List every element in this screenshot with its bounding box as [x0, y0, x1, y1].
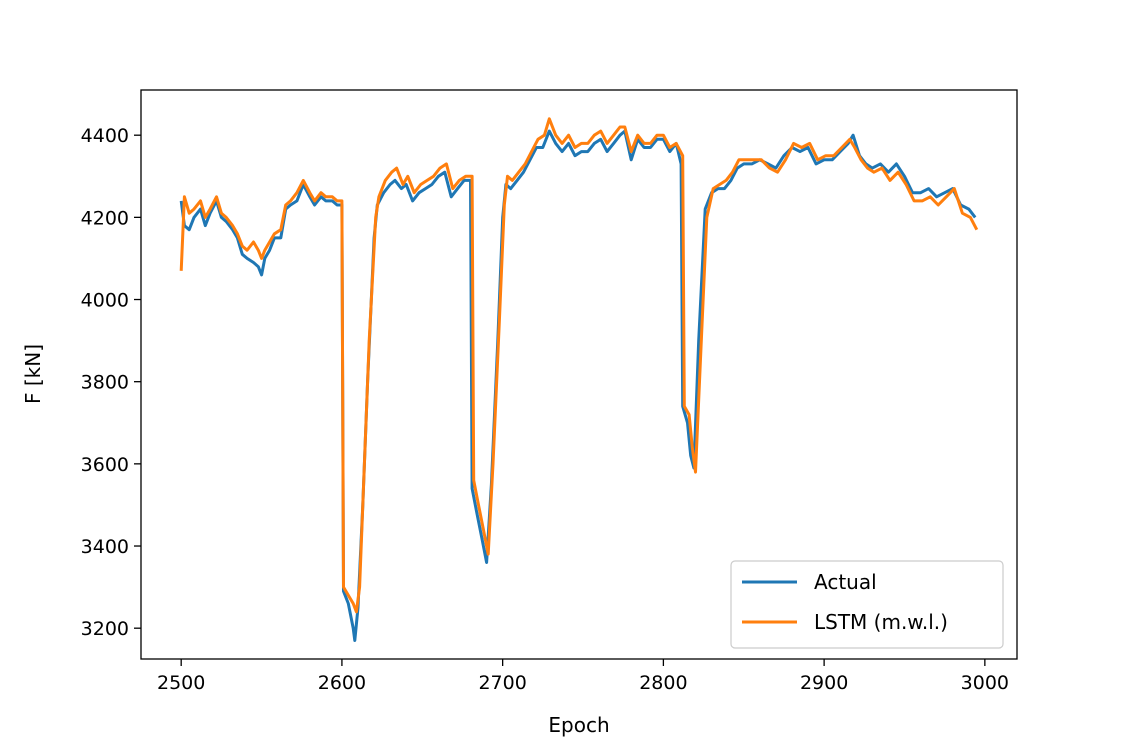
legend-label-lstm: LSTM (m.w.l.)	[814, 610, 948, 634]
y-axis-title: F [kN]	[21, 344, 45, 404]
x-tick-label: 2800	[639, 672, 687, 694]
y-tick-label: 3800	[81, 372, 129, 394]
y-tick-label: 3600	[81, 454, 129, 476]
legend: Actual LSTM (m.w.l.)	[730, 560, 1004, 649]
x-tick-label: 2500	[157, 672, 205, 694]
y-tick-label: 3200	[81, 618, 129, 640]
x-tick-label: 3000	[961, 672, 1009, 694]
y-axis-ticks: 3200 3400 3600 3800 4000 4200 4400	[81, 125, 141, 640]
y-tick-label: 4400	[81, 125, 129, 147]
series-layer	[179, 117, 979, 642]
y-tick-label: 4200	[81, 207, 129, 229]
legend-box	[730, 560, 1004, 649]
plot-frame	[140, 89, 1018, 660]
x-axis-title: Epoch	[548, 713, 609, 737]
legend-label-actual: Actual	[814, 570, 877, 594]
x-axis-ticks: 2500 2600 2700 2800 2900 3000	[157, 659, 1009, 694]
x-tick-label: 2900	[800, 672, 848, 694]
series-line-actual	[179, 129, 977, 642]
x-tick-label: 2600	[318, 672, 366, 694]
y-tick-label: 3400	[81, 536, 129, 558]
series-line-lstm	[179, 117, 979, 614]
y-tick-label: 4000	[81, 290, 129, 312]
x-tick-label: 2700	[478, 672, 526, 694]
